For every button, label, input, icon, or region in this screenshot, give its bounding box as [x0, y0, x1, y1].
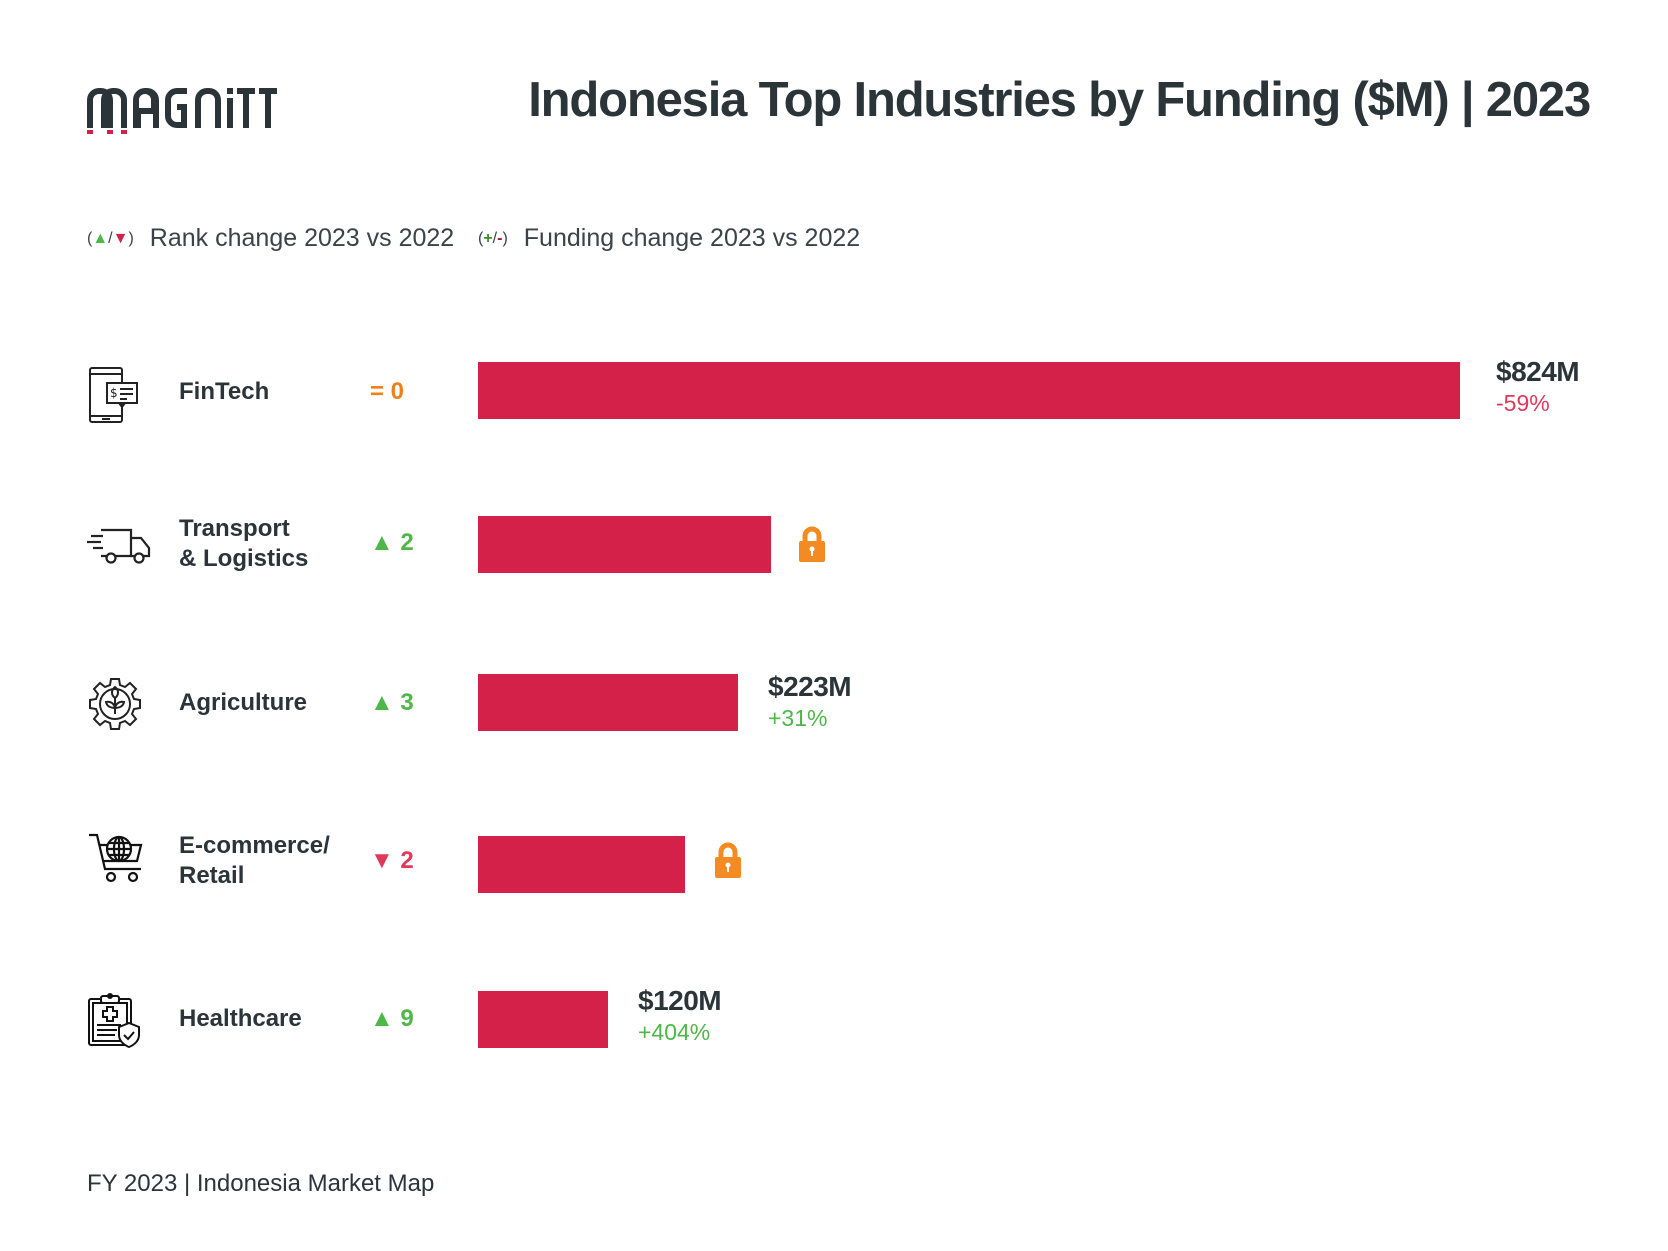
- industry-label: Healthcare: [179, 1005, 302, 1032]
- funding-bar: [478, 674, 738, 731]
- funding-change: -59%: [1496, 390, 1550, 416]
- industry-label-line1: Transport: [179, 515, 290, 542]
- industry-row-agriculture: Agriculture ▲ 3 $223M +31%: [0, 671, 1668, 734]
- funding-change: +404%: [638, 1019, 711, 1045]
- footer-caption: FY 2023 | Indonesia Market Map: [87, 1170, 435, 1197]
- funding-bar: [478, 836, 685, 893]
- paren-open: (: [87, 229, 93, 247]
- minus-icon: -: [497, 229, 503, 247]
- funding-bar: [478, 991, 608, 1048]
- lock-icon[interactable]: [798, 526, 826, 562]
- industry-label-line2: Retail: [179, 862, 245, 889]
- medical-clipboard-icon: [87, 993, 143, 1049]
- rank-change: = 0: [370, 378, 405, 405]
- industry-row-fintech: $ FinTech = 0 $824M -59%: [0, 356, 1668, 423]
- rank-change: ▲ 9: [370, 1005, 414, 1032]
- paren-open: (: [478, 229, 484, 247]
- rank-change: ▲ 2: [370, 529, 414, 556]
- funding-bar: [478, 516, 771, 573]
- funding-bar: [478, 362, 1460, 419]
- industry-label-line1: E-commerce/: [179, 832, 330, 859]
- industry-label-line2: & Logistics: [179, 545, 309, 572]
- funding-value: $223M: [768, 671, 852, 702]
- industry-label: Transport & Logistics: [179, 514, 308, 574]
- lock-icon[interactable]: [714, 842, 742, 878]
- industry-row-transport-logistics: Transport & Logistics ▲ 2: [0, 514, 1668, 576]
- chart-title: Indonesia Top Industries by Funding ($M)…: [528, 73, 1591, 127]
- rank-change-key: (▲/▼): [87, 230, 134, 248]
- funding-change: +31%: [768, 705, 828, 731]
- rank-change: ▲ 3: [370, 689, 414, 716]
- rank-change: ▼ 2: [370, 847, 414, 874]
- industry-label: FinTech: [179, 378, 270, 405]
- triangle-up-icon: ▲: [92, 229, 109, 247]
- paren-close: ): [502, 229, 508, 247]
- funding-change-key: (+/-): [478, 230, 508, 248]
- funding-change-legend: (+/-) Funding change 2023 vs 2022: [478, 224, 860, 253]
- rank-change-legend: (▲/▼) Rank change 2023 vs 2022: [87, 224, 454, 253]
- shopping-cart-globe-icon: [87, 831, 143, 887]
- industry-label: Agriculture: [179, 689, 308, 716]
- agriculture-gear-icon: [87, 676, 143, 732]
- funding-value: $824M: [1496, 356, 1580, 387]
- magnitt-logo-icon: [87, 88, 277, 134]
- industry-row-ecommerce-retail: E-commerce/ Retail ▼ 2: [0, 831, 1668, 893]
- rank-change-label: Rank change 2023 vs 2022: [149, 224, 455, 252]
- mobile-payment-icon: $: [87, 367, 143, 423]
- triangle-down-icon: ▼: [112, 229, 129, 247]
- funding-value: $120M: [638, 985, 722, 1016]
- svg-text:$: $: [110, 386, 118, 400]
- industry-label: E-commerce/ Retail: [179, 831, 330, 891]
- paren-close: ): [128, 229, 134, 247]
- funding-change-label: Funding change 2023 vs 2022: [523, 224, 861, 252]
- plus-icon: +: [483, 229, 493, 247]
- slash: /: [492, 229, 498, 247]
- delivery-truck-icon: [87, 516, 151, 572]
- industry-row-healthcare: Healthcare ▲ 9 $120M +404%: [0, 985, 1668, 1051]
- magnitt-logo: [87, 84, 277, 134]
- slash: /: [108, 229, 113, 247]
